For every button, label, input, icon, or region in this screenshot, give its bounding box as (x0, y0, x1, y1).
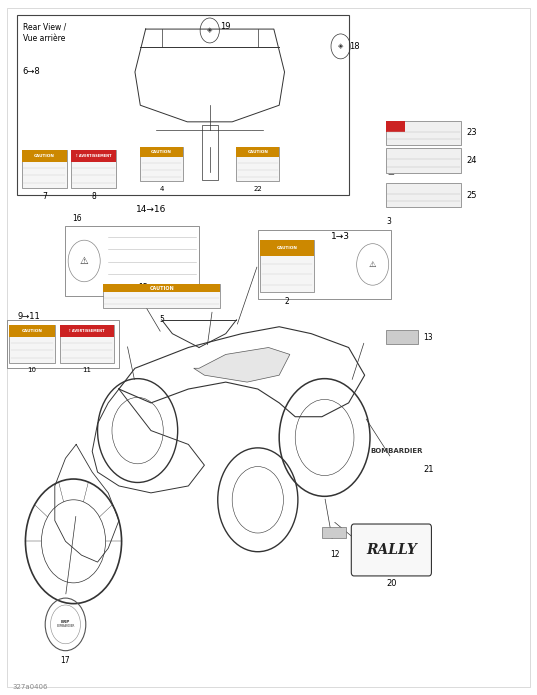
FancyBboxPatch shape (386, 121, 405, 131)
FancyBboxPatch shape (21, 150, 67, 188)
Text: ◈: ◈ (207, 28, 213, 33)
Text: CAUTION: CAUTION (248, 150, 268, 154)
Text: 19: 19 (220, 22, 231, 31)
Text: CAUTION: CAUTION (149, 286, 174, 291)
FancyBboxPatch shape (10, 325, 55, 337)
Text: 16: 16 (72, 214, 82, 223)
Text: 24: 24 (466, 156, 477, 165)
Text: 5: 5 (159, 315, 164, 324)
Text: 3: 3 (386, 218, 391, 227)
Text: 6→8: 6→8 (23, 67, 40, 76)
Text: BOMBARDIER: BOMBARDIER (56, 625, 75, 628)
FancyBboxPatch shape (386, 330, 418, 344)
FancyBboxPatch shape (60, 325, 114, 363)
Text: 22: 22 (253, 186, 262, 193)
FancyBboxPatch shape (103, 284, 220, 293)
Text: ! AVERTISSEMENT: ! AVERTISSEMENT (69, 329, 105, 333)
FancyBboxPatch shape (21, 150, 67, 162)
Text: 1→3: 1→3 (331, 232, 350, 241)
FancyBboxPatch shape (140, 147, 183, 157)
FancyBboxPatch shape (71, 150, 116, 162)
Text: ⚠: ⚠ (80, 256, 89, 266)
FancyBboxPatch shape (260, 240, 314, 256)
Text: ⚠: ⚠ (369, 260, 376, 269)
FancyBboxPatch shape (258, 230, 391, 299)
FancyBboxPatch shape (236, 147, 279, 157)
Text: ! AVERTISSEMENT: ! AVERTISSEMENT (76, 154, 111, 158)
Text: 25: 25 (466, 190, 477, 199)
Text: 4: 4 (159, 186, 164, 193)
Text: 17: 17 (61, 655, 70, 664)
Text: 21: 21 (424, 465, 434, 474)
Text: 11: 11 (82, 367, 91, 373)
Text: 12: 12 (331, 550, 340, 559)
Bar (202, 124, 217, 180)
Text: 9→11: 9→11 (17, 312, 40, 321)
Text: 14→16: 14→16 (136, 204, 166, 213)
Text: RALLY: RALLY (366, 543, 417, 557)
Text: ◈: ◈ (338, 43, 343, 49)
FancyBboxPatch shape (60, 325, 114, 337)
Text: Rear View /
Vue arrière: Rear View / Vue arrière (23, 22, 66, 43)
Text: 20: 20 (386, 580, 397, 589)
FancyBboxPatch shape (351, 524, 431, 576)
Text: CAUTION: CAUTION (21, 329, 42, 333)
Text: 327a0406: 327a0406 (12, 684, 48, 690)
Text: BOMBARDIER: BOMBARDIER (370, 448, 423, 455)
FancyBboxPatch shape (140, 147, 183, 181)
Text: CAUTION: CAUTION (277, 246, 297, 250)
FancyBboxPatch shape (66, 227, 199, 295)
FancyBboxPatch shape (71, 150, 116, 188)
FancyBboxPatch shape (322, 528, 346, 538)
FancyBboxPatch shape (17, 15, 349, 195)
FancyBboxPatch shape (386, 183, 461, 207)
Text: 23: 23 (466, 129, 477, 138)
Text: 18: 18 (349, 42, 359, 51)
Text: CAUTION: CAUTION (34, 154, 55, 158)
FancyBboxPatch shape (236, 147, 279, 181)
Text: 8: 8 (91, 192, 96, 201)
Text: 2: 2 (285, 297, 289, 306)
Text: 7: 7 (42, 192, 47, 201)
FancyBboxPatch shape (386, 121, 461, 145)
Text: BRP: BRP (61, 621, 70, 624)
Text: 13: 13 (423, 333, 433, 342)
FancyBboxPatch shape (260, 240, 314, 292)
FancyBboxPatch shape (7, 320, 119, 368)
Polygon shape (194, 348, 290, 382)
FancyBboxPatch shape (103, 284, 220, 308)
FancyBboxPatch shape (386, 149, 461, 173)
FancyBboxPatch shape (10, 325, 55, 363)
Text: CAUTION: CAUTION (151, 150, 172, 154)
Text: 15: 15 (138, 283, 148, 292)
Text: 10: 10 (27, 367, 37, 373)
